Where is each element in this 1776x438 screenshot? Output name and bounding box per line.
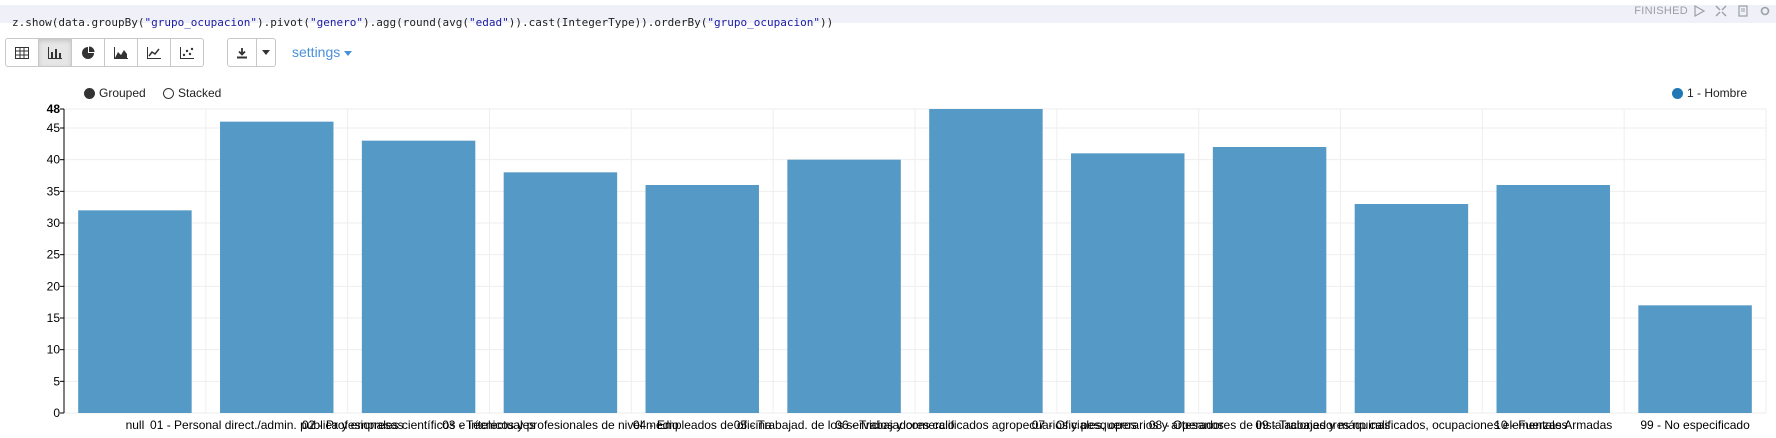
settings-label: settings <box>292 44 341 60</box>
x-tick-label: 02 - Profesionales científicos e intelec… <box>302 418 535 432</box>
code-segment: z.show(data.groupBy( <box>12 16 145 29</box>
grouped-radio-icon <box>84 87 95 99</box>
book-icon[interactable] <box>1736 4 1750 18</box>
y-tick-label: 0 <box>53 406 60 420</box>
grouped-option[interactable]: Grouped <box>84 86 146 100</box>
code-string: "edad" <box>468 16 509 29</box>
y-tick-label: 10 <box>47 343 61 357</box>
y-tick-label: 30 <box>47 216 61 230</box>
y-tick-label: 45 <box>47 121 61 135</box>
line-chart-button[interactable] <box>137 38 171 67</box>
chevron-down-icon <box>344 50 353 56</box>
line-chart-icon <box>147 46 161 59</box>
download-dropdown-button[interactable] <box>256 38 276 67</box>
pie-chart-icon <box>82 46 95 59</box>
code-string: "genero" <box>310 16 364 29</box>
code-segment: ).agg(round(avg( <box>363 16 469 29</box>
code-line[interactable]: z.show(data.groupBy("grupo_ocupacion").p… <box>12 16 833 29</box>
table-icon <box>15 46 29 59</box>
bar-chart-icon <box>48 46 62 59</box>
download-icon <box>237 47 247 58</box>
bar <box>1071 153 1185 414</box>
y-tick-label: 35 <box>47 184 61 198</box>
area-chart-icon <box>114 46 128 59</box>
bar <box>787 159 901 413</box>
y-tick-label: 48 <box>47 102 61 116</box>
legend-label: 1 - Hombre <box>1687 86 1748 100</box>
bar <box>361 140 476 413</box>
stacked-label: Stacked <box>178 86 222 100</box>
code-editor[interactable]: z.show(data.groupBy("grupo_ocupacion").p… <box>0 0 1776 30</box>
x-tick-label: 09 - Trabajadores no calificados, ocupac… <box>1255 418 1567 432</box>
bar <box>503 172 618 413</box>
legend-swatch <box>1672 87 1683 99</box>
code-segment: ).pivot( <box>257 16 311 29</box>
x-tick-label: 10 - Fuerzas Armadas <box>1494 418 1612 432</box>
x-tick-label: 07 - Oficiales, operarios y artesanos <box>1032 418 1224 432</box>
code-segment: )) <box>820 16 834 29</box>
x-tick-label: 06 - Trabajadores calificados agropecuar… <box>835 418 1137 432</box>
bar <box>1354 204 1469 413</box>
code-background <box>0 5 1776 23</box>
paragraph-controls <box>1692 4 1772 18</box>
pie-chart-button[interactable] <box>71 38 105 67</box>
gear-icon[interactable] <box>1758 4 1772 18</box>
bar <box>645 185 759 413</box>
run-status: FINISHED <box>1634 5 1688 17</box>
stacked-radio-icon <box>163 87 174 99</box>
bar <box>1212 147 1327 413</box>
bar <box>220 121 334 414</box>
collapse-icon[interactable] <box>1714 4 1728 18</box>
bar <box>1496 185 1610 413</box>
x-tick-label: 03 - Técnicos y profesionales de nivel m… <box>442 418 679 432</box>
code-string: "grupo_ocupacion" <box>144 16 258 29</box>
code-string: "grupo_ocupacion" <box>707 16 821 29</box>
y-tick-label: 20 <box>47 279 61 293</box>
x-tick-label: 05 - Trabajad. de los servicios y comerc… <box>734 418 955 432</box>
y-tick-label: 40 <box>47 153 61 167</box>
x-tick-label: 04 - Empleados de oficina <box>633 418 772 432</box>
caret-down-icon <box>262 49 270 55</box>
grouped-label: Grouped <box>99 86 146 100</box>
run-icon[interactable] <box>1692 4 1706 18</box>
legend-series[interactable]: 1 - Hombre <box>1672 86 1747 100</box>
x-tick-label: 99 - No especificado <box>1640 418 1750 432</box>
settings-dropdown[interactable]: settings <box>292 44 353 60</box>
bar <box>78 210 192 413</box>
bar <box>929 109 1043 413</box>
x-tick-label: null <box>126 418 145 432</box>
download-group <box>227 38 276 67</box>
scatter-chart-icon <box>180 46 194 59</box>
scatter-chart-button[interactable] <box>170 38 204 67</box>
y-tick-label: 5 <box>53 374 60 388</box>
x-tick-label: 01 - Personal direct./admin. pública y e… <box>150 418 403 432</box>
x-tick-label: 08 - Operadores de instalaciones y máqui… <box>1149 418 1390 432</box>
code-segment: )).cast(IntegerType)).orderBy( <box>508 16 708 29</box>
stacked-option[interactable]: Stacked <box>163 86 221 100</box>
y-tick-label: 25 <box>47 248 61 262</box>
bar <box>1638 305 1752 413</box>
y-tick-label: 15 <box>47 311 61 325</box>
table-button[interactable] <box>5 38 39 67</box>
chart-type-toolbar <box>5 38 204 69</box>
